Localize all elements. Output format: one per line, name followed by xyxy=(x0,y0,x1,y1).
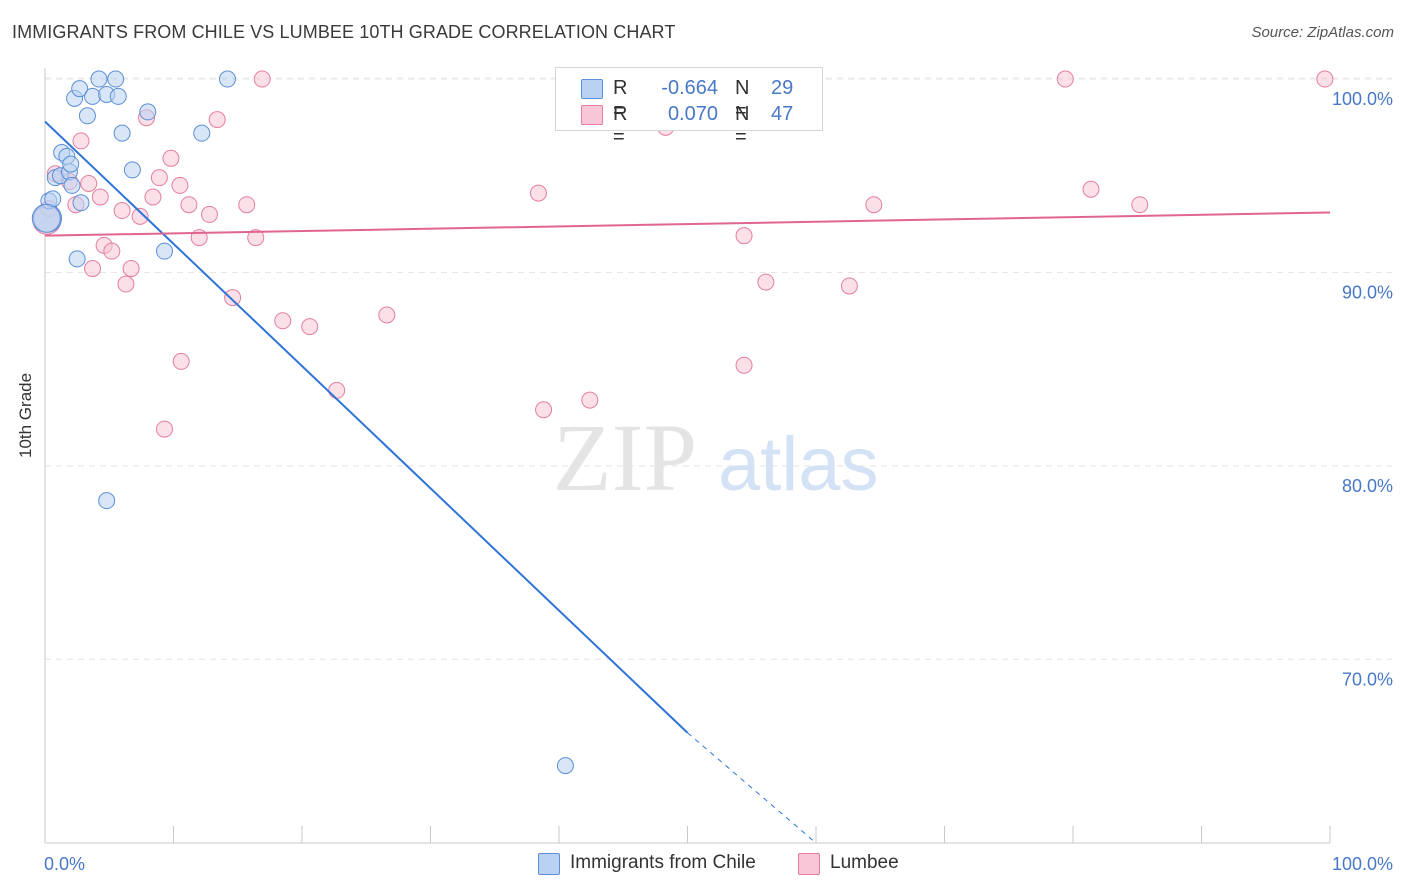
chile-point xyxy=(84,87,102,105)
lumbee-point xyxy=(150,169,168,187)
watermark: ZIP atlas xyxy=(553,404,879,511)
lumbee-point xyxy=(378,306,396,324)
lumbee-point xyxy=(172,352,190,370)
chile-point xyxy=(63,176,81,194)
chile-point xyxy=(31,203,61,233)
lumbee-point xyxy=(103,242,121,260)
chile-point xyxy=(156,242,174,260)
lumbee-point xyxy=(113,202,131,220)
lumbee-point xyxy=(72,132,90,150)
lumbee-point xyxy=(162,149,180,167)
lumbee-point xyxy=(131,207,149,225)
legend-n-value: 29 xyxy=(771,77,794,99)
lumbee-point xyxy=(144,188,162,206)
lumbee-point xyxy=(91,188,109,206)
chile-point xyxy=(98,492,116,510)
chile-point xyxy=(71,80,89,98)
y-tick-label: 90.0% xyxy=(1342,282,1393,302)
lumbee-point xyxy=(274,312,292,330)
chile-point xyxy=(62,155,80,173)
lumbee-point xyxy=(581,391,599,409)
chile-trend-line xyxy=(44,120,689,734)
chile-point xyxy=(68,250,86,268)
lumbee-trend-line xyxy=(44,211,1331,237)
bottom-legend-lumbee-label: Lumbee xyxy=(830,852,899,873)
y-tick-label: 100.0% xyxy=(1332,89,1393,109)
chile-point xyxy=(123,161,141,179)
lumbee-point xyxy=(735,356,753,374)
lumbee-point xyxy=(1056,70,1074,88)
lumbee-point xyxy=(328,381,346,399)
lumbee-point xyxy=(1316,70,1334,88)
lumbee-point xyxy=(247,229,265,247)
y-tick-label: 80.0% xyxy=(1342,476,1393,496)
lumbee-swatch-icon xyxy=(581,105,603,125)
watermark-zip: ZIP xyxy=(553,404,697,511)
grid-lines xyxy=(45,77,1392,660)
x-tick-label: 100.0% xyxy=(1332,854,1393,874)
chile-point xyxy=(556,757,574,775)
legend-n-label: N = xyxy=(735,77,750,122)
lumbee-point xyxy=(253,70,271,88)
lumbee-point xyxy=(535,401,553,419)
watermark-atlas: atlas xyxy=(718,422,879,507)
trend-lines xyxy=(44,120,1331,844)
lumbee-point xyxy=(180,196,198,214)
lumbee-point xyxy=(865,196,883,214)
lumbee-point xyxy=(238,196,256,214)
legend-r-label: R = xyxy=(613,103,628,148)
legend-r-value: -0.664 xyxy=(661,77,718,99)
chile-point xyxy=(107,70,125,88)
lumbee-point xyxy=(80,174,98,192)
chile-legend-swatch-icon xyxy=(538,853,560,875)
chile-point xyxy=(139,103,157,121)
lumbee-point xyxy=(1131,196,1149,214)
source-credit: Source: ZipAtlas.com xyxy=(1251,24,1394,41)
chile-trend-extension xyxy=(687,732,817,844)
chile-point xyxy=(109,87,127,105)
lumbee-point xyxy=(1082,180,1100,198)
lumbee-point xyxy=(117,275,135,293)
chile-swatch-icon xyxy=(581,79,603,99)
chile-point xyxy=(113,124,131,142)
legend-r-value: 0.070 xyxy=(667,103,718,125)
lumbee-point xyxy=(200,205,218,223)
tick-labels: 70.0% 80.0% 90.0% 100.0% 0.0% 100.0% xyxy=(44,89,1393,874)
lumbee-legend-swatch-icon xyxy=(798,853,820,875)
chile-point xyxy=(72,194,90,212)
lumbee-point xyxy=(529,184,547,202)
lumbee-point xyxy=(224,289,242,307)
lumbee-point xyxy=(122,260,140,278)
chile-point xyxy=(90,70,108,88)
lumbee-point xyxy=(735,227,753,245)
chart-title: IMMIGRANTS FROM CHILE VS LUMBEE 10TH GRA… xyxy=(12,22,676,42)
bottom-legend-chile-label: Immigrants from Chile xyxy=(570,852,756,873)
chile-point xyxy=(78,107,96,125)
legend-r-label: R = xyxy=(613,77,628,122)
chile-point xyxy=(193,124,211,142)
lumbee-point xyxy=(757,273,775,291)
chile-point xyxy=(218,70,236,88)
lumbee-point xyxy=(84,260,102,278)
lumbee-point xyxy=(840,277,858,295)
y-tick-label: 70.0% xyxy=(1342,669,1393,689)
y-axis-label: 10th Grade xyxy=(16,372,35,458)
legend-n-value: 47 xyxy=(771,103,794,125)
legend-n-label: N = xyxy=(735,103,750,148)
correlation-legend: R = -0.664 N = 29 R = 0.070 N = 47 xyxy=(555,67,823,148)
lumbee-point xyxy=(208,111,226,129)
lumbee-point xyxy=(156,420,174,438)
x-tick-label: 0.0% xyxy=(44,854,85,874)
lumbee-point xyxy=(301,318,319,336)
chile-points xyxy=(31,70,574,775)
lumbee-point xyxy=(171,176,189,194)
